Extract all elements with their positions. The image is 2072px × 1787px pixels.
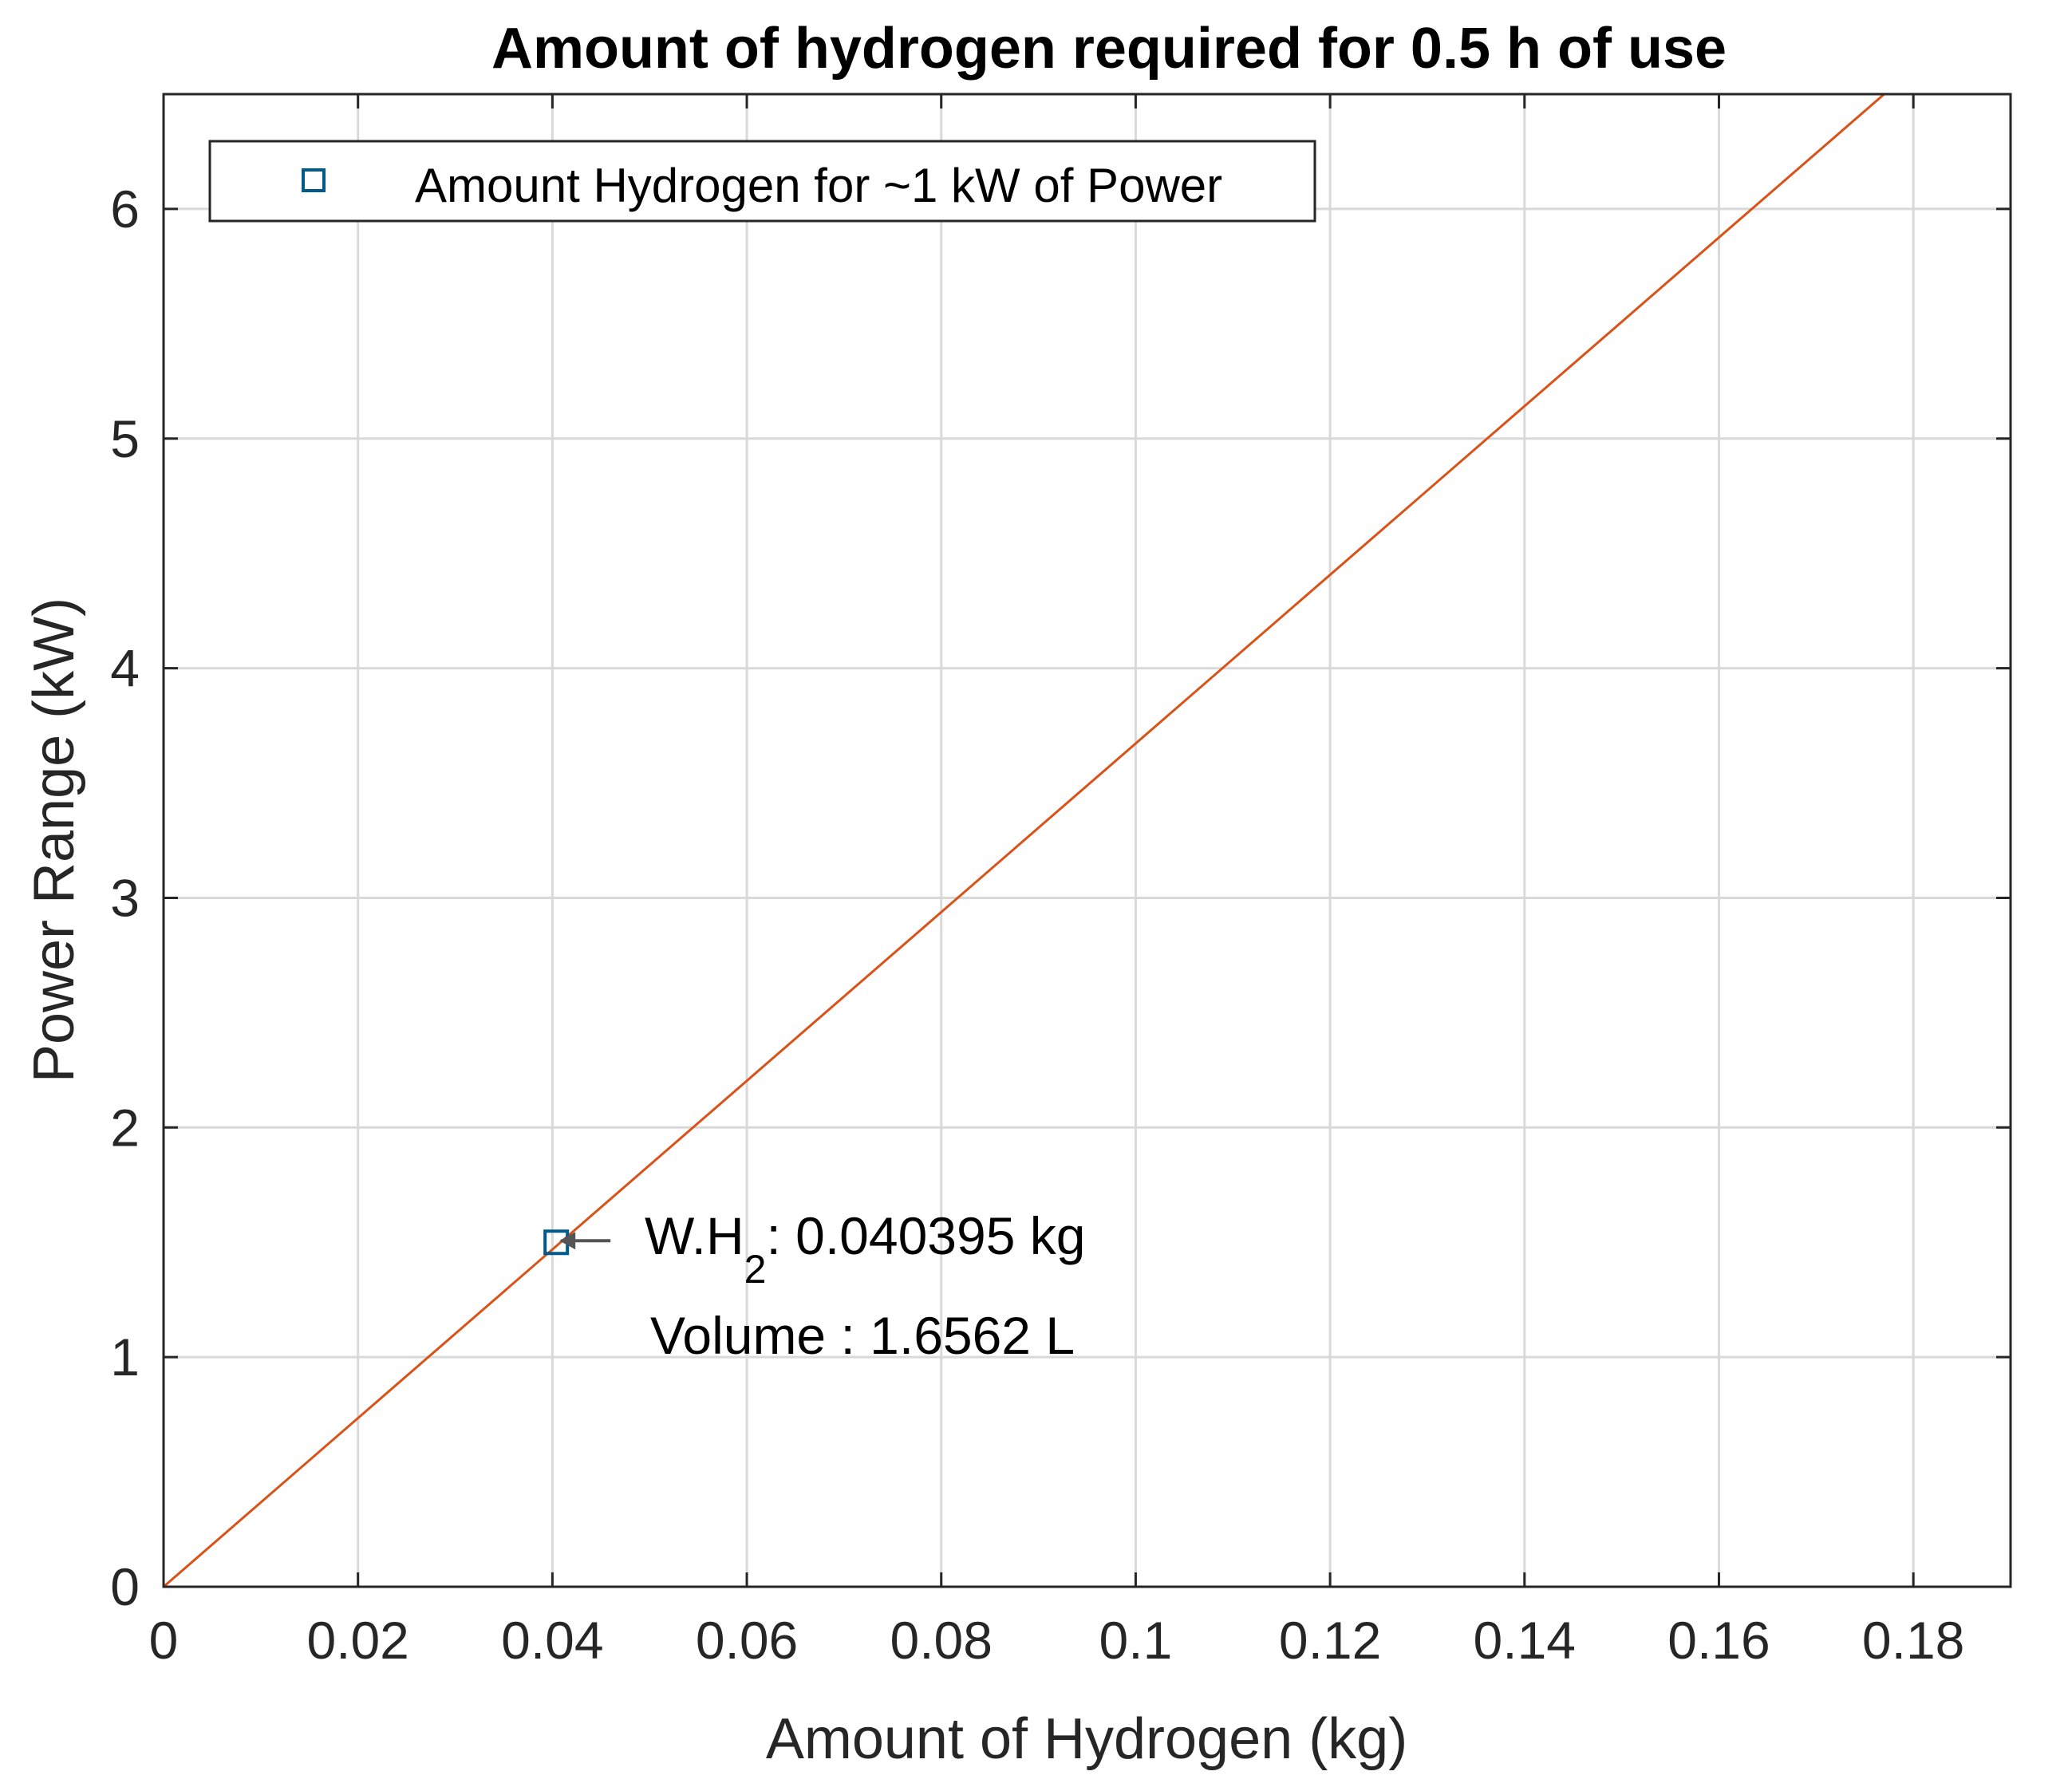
x-tick-label: 0.18 [1862, 1611, 1964, 1670]
y-tick-label: 5 [110, 409, 140, 468]
y-axis-label: Power Range (kW) [22, 598, 86, 1083]
legend: Amount Hydrogen for ~1 kW of Power [208, 140, 1316, 223]
annotation: W.H2: 0.040395 kg Volume : 1.6562 L [559, 1206, 1085, 1365]
legend-box [208, 140, 1316, 223]
y-tick-label: 2 [110, 1098, 140, 1157]
annotation-weight-subscript: 2 [744, 1247, 767, 1292]
legend-entry-label: Amount Hydrogen for ~1 kW of Power [415, 159, 1222, 212]
x-axis-label: Amount of Hydrogen (kg) [766, 1707, 1407, 1771]
chart-title: Amount of hydrogen required for 0.5 h of… [491, 17, 1727, 81]
series-line [163, 93, 1885, 1588]
x-tick-label: 0 [149, 1611, 179, 1670]
x-tick-label: 0.06 [696, 1611, 798, 1670]
y-tick-label: 0 [110, 1557, 140, 1616]
axis-ticks: 0 0.02 0.04 0.06 0.08 0.1 0.12 0.14 0.16 0.18 0 1 2 3… [110, 94, 2011, 1670]
y-tick-label: 6 [110, 179, 140, 239]
y-tick-label: 3 [110, 868, 140, 927]
x-tick-label: 0.04 [501, 1611, 603, 1670]
x-tick-label: 0.12 [1279, 1611, 1381, 1670]
annotation-weight-prefix: W.H [645, 1206, 744, 1265]
y-tick-label: 4 [110, 639, 140, 698]
x-tick-label: 0.08 [890, 1611, 993, 1670]
annotation-weight-value: : 0.040395 kg [766, 1206, 1085, 1265]
annotation-volume-text: Volume : 1.6562 L [650, 1306, 1075, 1365]
plot-area-frame [162, 93, 2012, 1588]
x-tick-label: 0.14 [1474, 1611, 1576, 1670]
legend-marker-square-icon [302, 168, 326, 192]
annotation-arrow-head-icon [559, 1232, 576, 1250]
y-tick-label: 1 [110, 1327, 140, 1387]
x-tick-label: 0.1 [1099, 1611, 1173, 1670]
x-tick-label: 0.16 [1667, 1611, 1770, 1670]
annotation-weight-text: W.H2: 0.040395 kg [645, 1206, 1085, 1292]
grid [164, 94, 2011, 1587]
x-tick-label: 0.02 [306, 1611, 408, 1670]
